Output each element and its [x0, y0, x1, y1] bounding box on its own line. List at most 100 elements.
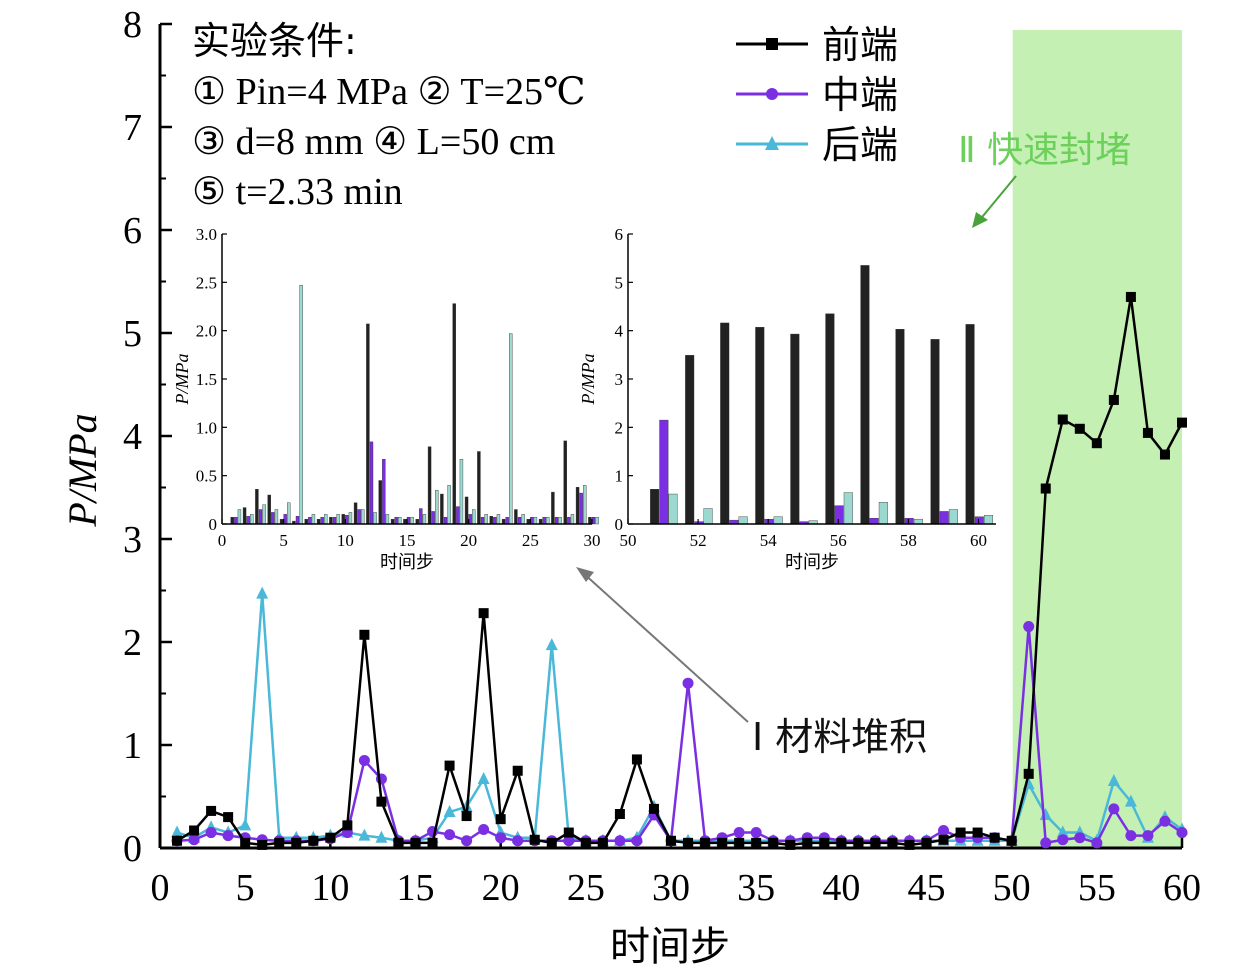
- inset-bar: [703, 508, 713, 525]
- data-point: [342, 820, 353, 831]
- inset-bar: [965, 324, 975, 525]
- x-tick-label: 60: [1163, 867, 1201, 909]
- inset-bar: [790, 333, 800, 525]
- data-point: [477, 771, 490, 784]
- inset-bar: [496, 514, 501, 525]
- data-point: [682, 677, 694, 689]
- inset-bar: [825, 313, 835, 525]
- data-point: [1074, 832, 1086, 844]
- inset-y-tick-label: 3.0: [196, 225, 217, 244]
- data-point: [1108, 394, 1119, 405]
- data-point: [291, 837, 302, 848]
- inset-bar: [459, 459, 464, 525]
- data-point: [734, 837, 745, 848]
- inset-y-axis-title: P/MPa: [172, 354, 192, 406]
- data-point: [921, 837, 932, 848]
- legend-entry-后端: 后端: [736, 123, 898, 167]
- inset-bar: [361, 509, 365, 525]
- legend-label: 中端: [822, 73, 898, 117]
- inset-bar: [570, 514, 575, 525]
- annotation-arrow-1: [581, 571, 749, 723]
- data-point: [308, 835, 319, 846]
- data-point: [666, 835, 676, 846]
- data-point: [614, 835, 626, 847]
- data-point: [597, 837, 608, 848]
- data-point: [478, 823, 490, 835]
- y-axis-title: P/MPa: [60, 413, 105, 527]
- data-point: [887, 837, 898, 848]
- annotation-arrowhead-1: [576, 567, 594, 582]
- x-tick-label: 25: [567, 867, 605, 909]
- data-point: [172, 835, 183, 846]
- data-point: [1124, 794, 1137, 807]
- data-point: [1040, 483, 1051, 494]
- inset-bar: [373, 512, 377, 525]
- inset-y-tick-label: 2.0: [196, 322, 217, 341]
- data-point: [427, 837, 438, 848]
- data-point: [819, 837, 830, 848]
- data-point: [648, 803, 659, 814]
- inset-bar: [332, 517, 337, 525]
- data-point: [376, 796, 387, 807]
- data-point: [512, 835, 524, 847]
- inset-bar: [895, 329, 905, 525]
- inset-y-tick-label: 6: [615, 225, 624, 244]
- inset-bar: [477, 451, 481, 525]
- inset-bar: [773, 516, 783, 525]
- inset-bar: [329, 517, 333, 525]
- data-point: [1159, 815, 1171, 827]
- inset-bar: [440, 493, 444, 525]
- legend-entry-前端: 前端: [736, 23, 898, 67]
- x-tick-label: 45: [908, 867, 946, 909]
- x-tick-label: 5: [236, 867, 255, 909]
- inset-x-tick-label: 52: [690, 531, 707, 550]
- data-point: [631, 835, 643, 847]
- data-point: [733, 827, 745, 839]
- inset-y-tick-label: 0: [209, 515, 218, 534]
- legend-marker: [766, 38, 778, 50]
- inset-bar: [336, 514, 340, 525]
- data-point: [222, 830, 234, 842]
- data-point: [444, 829, 456, 841]
- x-tick-label: 55: [1078, 867, 1116, 909]
- inset-bar: [341, 514, 345, 525]
- inset-bar: [567, 517, 571, 525]
- inset-x-tick-label: 5: [279, 531, 288, 550]
- inset-bar: [869, 518, 879, 525]
- inset-bar: [250, 514, 254, 525]
- y-tick-label: 2: [123, 622, 142, 664]
- inset-y-tick-label: 0: [615, 515, 624, 534]
- data-point: [955, 827, 966, 838]
- legend-entry-中端: 中端: [736, 73, 898, 117]
- inset-x-tick-label: 50: [620, 531, 637, 550]
- inset-x-tick-label: 54: [760, 531, 778, 550]
- inset-bar: [378, 480, 382, 525]
- data-point: [700, 837, 711, 848]
- inset-bar: [443, 517, 448, 525]
- y-tick-label: 0: [123, 828, 142, 870]
- inset-bar: [493, 517, 497, 525]
- y-tick-label: 3: [123, 519, 142, 561]
- data-point: [1091, 837, 1103, 849]
- inset-bar: [974, 516, 984, 525]
- inset-bar: [480, 517, 485, 525]
- inset-bar: [447, 485, 451, 525]
- inset-bar: [983, 515, 993, 525]
- inset-bar: [308, 517, 312, 525]
- data-point: [545, 638, 558, 651]
- x-tick-label: 0: [151, 867, 170, 909]
- inset-bar: [650, 489, 660, 525]
- inset-bar: [456, 506, 460, 525]
- conditions-line-3: ⑤ t=2.33 min: [192, 171, 403, 213]
- data-point: [205, 827, 217, 839]
- data-point: [358, 828, 371, 841]
- y-tick-label: 1: [123, 725, 142, 767]
- data-point: [1177, 417, 1187, 428]
- inset-bar: [834, 505, 844, 525]
- inset-y-axis-title: P/MPa: [578, 354, 598, 406]
- inset-x-tick-label: 0: [218, 531, 227, 550]
- data-point: [325, 832, 336, 843]
- data-point: [274, 837, 285, 848]
- inset-bar: [860, 265, 870, 525]
